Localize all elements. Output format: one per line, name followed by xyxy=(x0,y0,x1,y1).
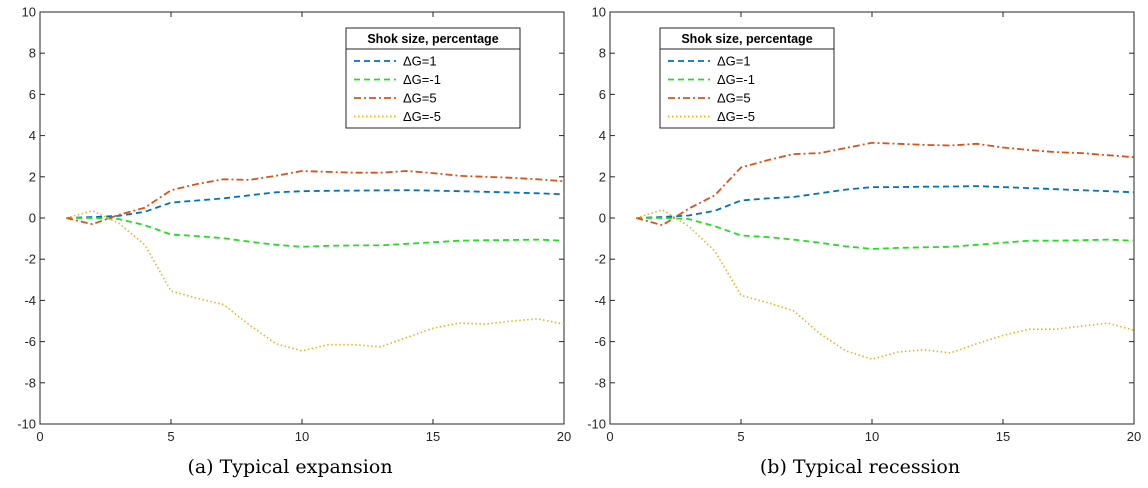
legend-entry: ΔG=-1 xyxy=(403,72,441,87)
x-tick-label: 0 xyxy=(606,429,613,444)
legend-title: Shok size, percentage xyxy=(681,32,812,46)
y-tick-label: 6 xyxy=(599,87,606,102)
series-line xyxy=(66,189,565,219)
caption-recession: (b) Typical recession xyxy=(759,456,961,478)
y-tick-label: -2 xyxy=(24,252,36,267)
x-tick-label: 10 xyxy=(295,429,309,444)
y-tick-label: -10 xyxy=(17,417,36,432)
legend-entry: ΔG=-1 xyxy=(717,72,755,87)
y-tick-label: 10 xyxy=(592,5,606,20)
legend-entry: ΔG=-5 xyxy=(717,109,755,124)
x-tick-label: 5 xyxy=(167,429,174,444)
y-tick-label: -8 xyxy=(24,375,36,390)
caption-expansion: (a) Typical expansion xyxy=(187,456,393,478)
x-tick-label: 20 xyxy=(1127,429,1141,444)
y-tick-label: -8 xyxy=(594,375,606,390)
x-tick-label: 0 xyxy=(36,429,43,444)
series-line xyxy=(636,185,1135,219)
y-tick-label: 8 xyxy=(29,46,36,61)
y-tick-label: -4 xyxy=(594,293,606,308)
x-tick-label: 10 xyxy=(865,429,879,444)
y-tick-label: 4 xyxy=(29,128,36,143)
series-line xyxy=(636,217,1135,250)
series-line xyxy=(635,141,1135,227)
y-tick-label: 6 xyxy=(29,87,36,102)
y-tick-label: 2 xyxy=(599,169,606,184)
chart-panel-recession: -10 -8 -6 -4 -2 0 2 4 6 8 10 0 5 10 15 20 Shok size, per… xyxy=(587,5,1141,445)
x-tick-label: 15 xyxy=(426,429,440,444)
y-tick-label: -10 xyxy=(587,417,606,432)
series-line xyxy=(66,217,565,248)
legend: Shok size, percentage ΔG=1 ΔG=-1 ΔG=5 ΔG=-5 xyxy=(659,27,835,129)
legend-entry: ΔG=5 xyxy=(717,91,751,106)
series-line xyxy=(65,170,565,226)
legend-box xyxy=(345,27,521,129)
chart-panel-expansion: -10 -8 -6 -4 -2 0 2 4 6 8 10 0 5 10 15 20 Shok size, per… xyxy=(17,5,571,445)
legend-entry: ΔG=5 xyxy=(403,91,437,106)
legend-entry: ΔG=1 xyxy=(717,54,751,69)
y-tick-label: -4 xyxy=(24,293,36,308)
y-tick-label: 0 xyxy=(29,211,36,226)
legend-entry: ΔG=-5 xyxy=(403,109,441,124)
y-tick-label: 8 xyxy=(599,46,606,61)
y-tick-label: -6 xyxy=(24,334,36,349)
legend: Shok size, percentage ΔG=1 ΔG=-1 ΔG=5 ΔG=-5 xyxy=(345,27,521,129)
y-tick-label: 4 xyxy=(599,128,606,143)
y-tick-label: 0 xyxy=(599,211,606,226)
y-tick-label: 10 xyxy=(22,5,36,20)
x-tick-label: 15 xyxy=(996,429,1010,444)
y-tick-label: -6 xyxy=(594,334,606,349)
y-tick-label: 2 xyxy=(29,169,36,184)
x-tick-label: 5 xyxy=(737,429,744,444)
legend-title: Shok size, percentage xyxy=(367,32,498,46)
legend-entry: ΔG=1 xyxy=(403,54,437,69)
x-tick-label: 20 xyxy=(557,429,571,444)
y-tick-label: -2 xyxy=(594,252,606,267)
legend-box xyxy=(659,27,835,129)
